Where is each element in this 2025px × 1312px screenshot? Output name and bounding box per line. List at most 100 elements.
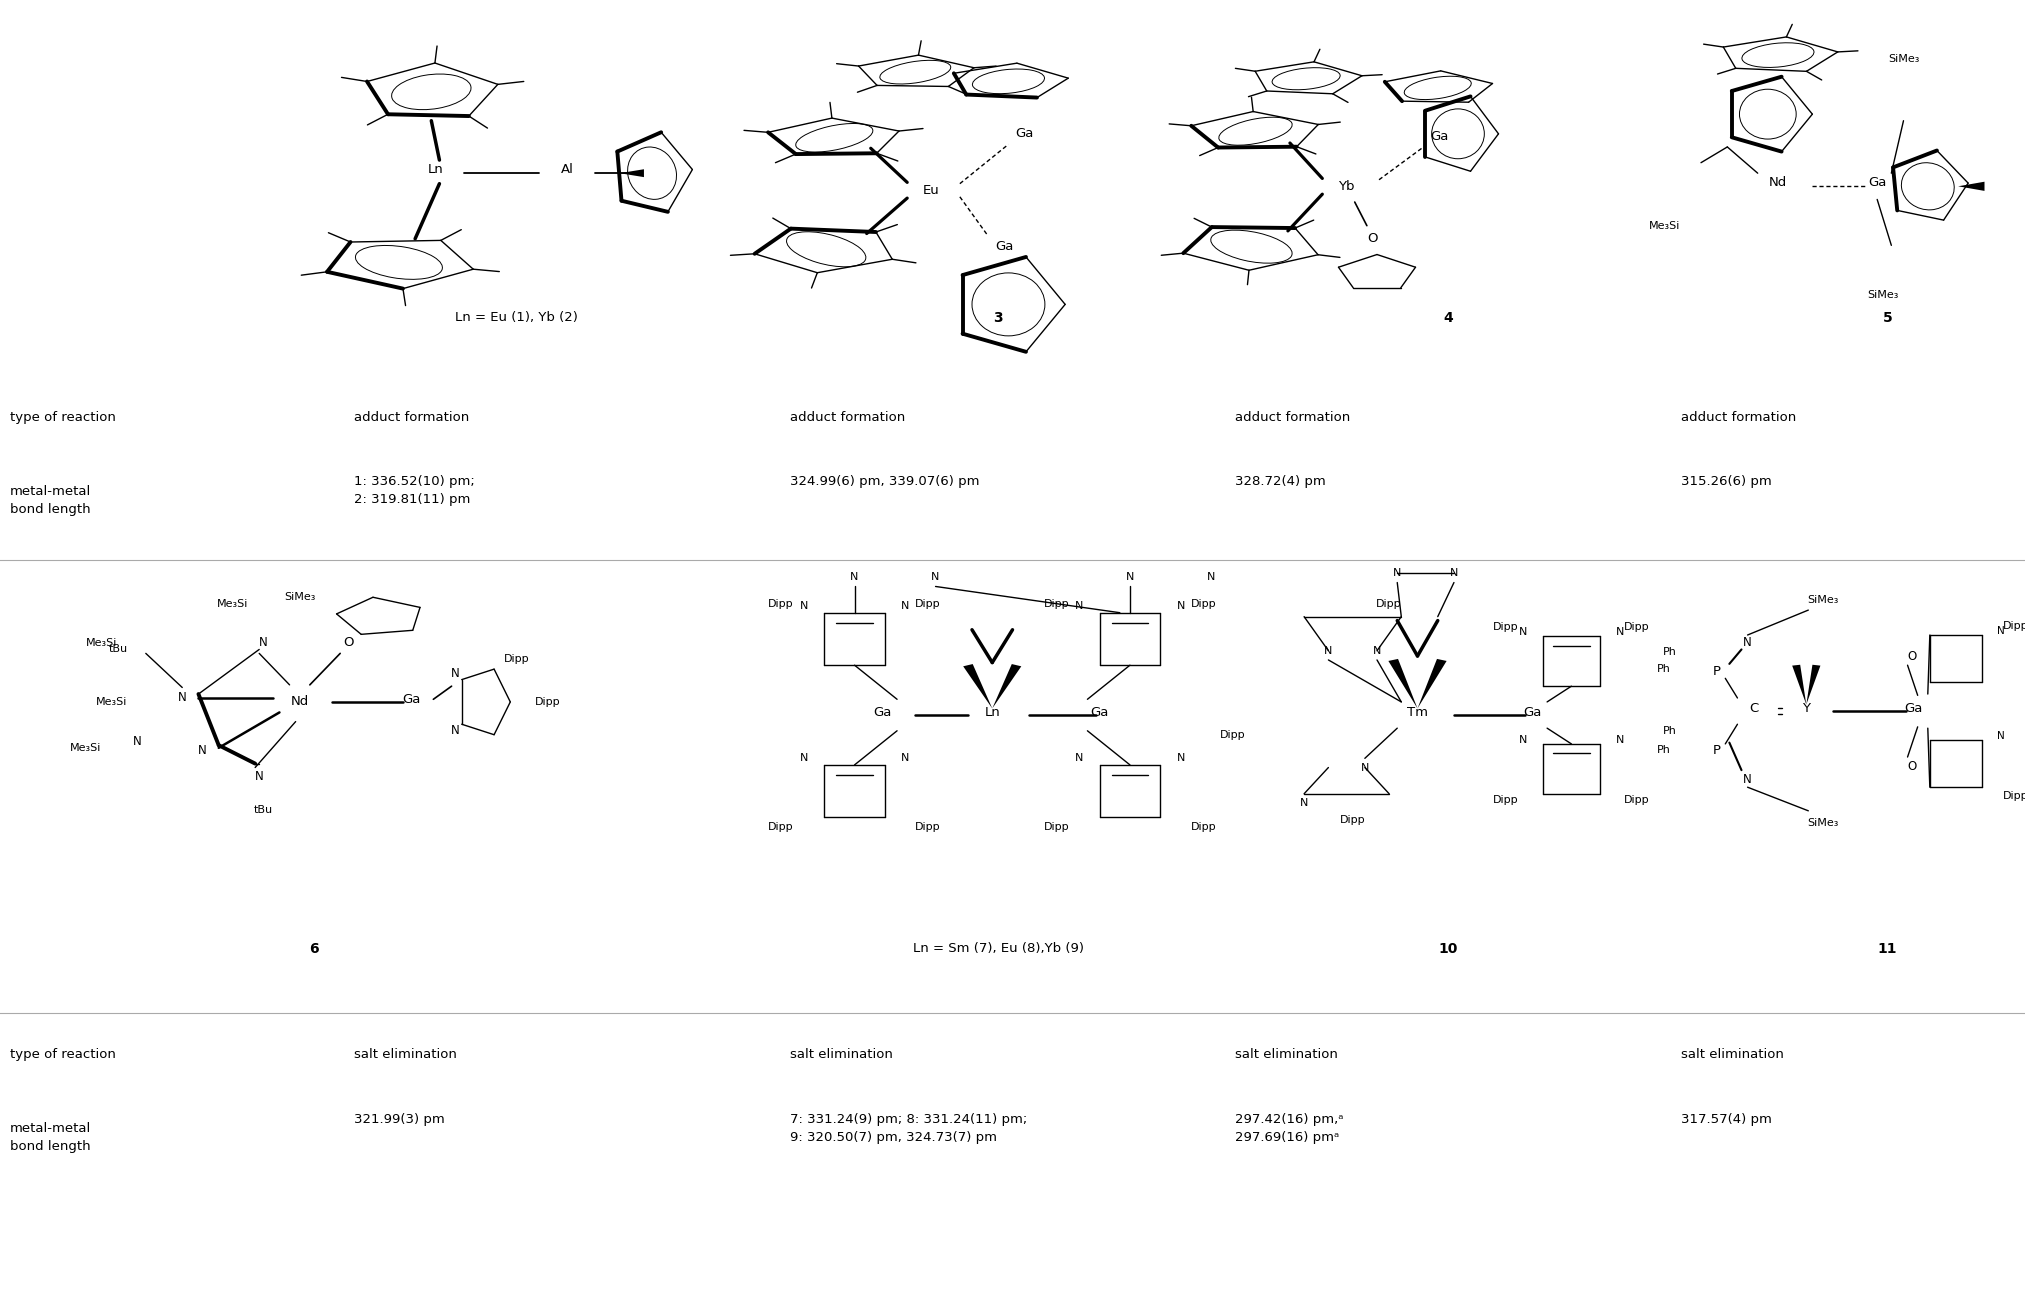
- Text: Me₃Si: Me₃Si: [71, 743, 101, 753]
- Text: 321.99(3) pm: 321.99(3) pm: [354, 1113, 446, 1126]
- Polygon shape: [1792, 665, 1806, 705]
- Text: O: O: [1367, 232, 1379, 245]
- Text: salt elimination: salt elimination: [354, 1048, 458, 1061]
- Text: Dipp: Dipp: [1624, 795, 1650, 806]
- Text: Ph: Ph: [1663, 647, 1677, 657]
- Text: Ga: Ga: [401, 693, 421, 706]
- Text: N: N: [1616, 627, 1624, 638]
- Text: O: O: [342, 636, 354, 649]
- Text: Dipp: Dipp: [1375, 598, 1401, 609]
- Polygon shape: [1958, 181, 1984, 190]
- Text: N: N: [1075, 601, 1083, 611]
- Polygon shape: [1806, 665, 1820, 705]
- Text: adduct formation: adduct formation: [1235, 411, 1351, 424]
- Text: type of reaction: type of reaction: [10, 411, 115, 424]
- Text: 1: 336.52(10) pm;
2: 319.81(11) pm: 1: 336.52(10) pm; 2: 319.81(11) pm: [354, 475, 476, 506]
- Text: Dipp: Dipp: [1492, 622, 1519, 632]
- Text: SiMe₃: SiMe₃: [1806, 594, 1839, 605]
- Text: metal-metal
bond length: metal-metal bond length: [10, 1122, 91, 1153]
- Text: 10: 10: [1438, 942, 1458, 955]
- Text: N: N: [1300, 798, 1308, 808]
- Text: N: N: [932, 572, 940, 583]
- Text: adduct formation: adduct formation: [790, 411, 905, 424]
- Polygon shape: [1418, 659, 1446, 708]
- Text: Me₃Si: Me₃Si: [87, 638, 117, 648]
- Text: N: N: [1075, 753, 1083, 764]
- Text: type of reaction: type of reaction: [10, 1048, 115, 1061]
- Text: Ln: Ln: [427, 163, 443, 176]
- Text: Al: Al: [561, 163, 573, 176]
- Text: N: N: [1616, 735, 1624, 745]
- Text: SiMe₃: SiMe₃: [284, 592, 316, 602]
- Text: N: N: [1177, 753, 1185, 764]
- Text: Dipp: Dipp: [535, 697, 561, 707]
- Text: N: N: [1519, 627, 1527, 638]
- Polygon shape: [620, 169, 644, 177]
- Text: salt elimination: salt elimination: [1235, 1048, 1339, 1061]
- Text: O: O: [1908, 649, 1916, 663]
- Text: 5: 5: [1883, 311, 1891, 324]
- Text: Nd: Nd: [290, 695, 310, 708]
- Text: Dipp: Dipp: [915, 821, 942, 832]
- Text: Me₃Si: Me₃Si: [1650, 220, 1681, 231]
- Text: 324.99(6) pm, 339.07(6) pm: 324.99(6) pm, 339.07(6) pm: [790, 475, 980, 488]
- Text: Dipp: Dipp: [1341, 815, 1365, 825]
- Text: Nd: Nd: [1768, 176, 1788, 189]
- Text: Dipp: Dipp: [2003, 791, 2025, 802]
- Text: N: N: [1744, 773, 1752, 786]
- Text: Dipp: Dipp: [915, 598, 942, 609]
- Text: N: N: [1324, 646, 1332, 656]
- Text: O: O: [1908, 760, 1916, 773]
- Text: Dipp: Dipp: [1043, 598, 1069, 609]
- Text: salt elimination: salt elimination: [790, 1048, 893, 1061]
- Text: 317.57(4) pm: 317.57(4) pm: [1681, 1113, 1772, 1126]
- Polygon shape: [992, 664, 1021, 708]
- Text: 297.42(16) pm,ᵃ
297.69(16) pmᵃ: 297.42(16) pm,ᵃ 297.69(16) pmᵃ: [1235, 1113, 1345, 1144]
- Text: Ga: Ga: [1089, 706, 1110, 719]
- Text: N: N: [850, 572, 859, 583]
- Text: adduct formation: adduct formation: [354, 411, 470, 424]
- Text: 3: 3: [994, 311, 1002, 324]
- Text: Dipp: Dipp: [1191, 598, 1217, 609]
- Text: N: N: [1519, 735, 1527, 745]
- Text: Ga: Ga: [1867, 176, 1887, 189]
- Text: 6: 6: [310, 942, 318, 955]
- Text: Dipp: Dipp: [2003, 621, 2025, 631]
- Text: N: N: [178, 691, 186, 705]
- Text: Ph: Ph: [1656, 745, 1671, 756]
- Text: Ln = Sm (7), Eu (8),Yb (9): Ln = Sm (7), Eu (8),Yb (9): [913, 942, 1083, 955]
- Text: 7: 331.24(9) pm; 8: 331.24(11) pm;
9: 320.50(7) pm, 324.73(7) pm: 7: 331.24(9) pm; 8: 331.24(11) pm; 9: 32…: [790, 1113, 1027, 1144]
- Text: P: P: [1713, 744, 1721, 757]
- Text: N: N: [255, 770, 263, 783]
- Text: N: N: [1450, 568, 1458, 579]
- Text: N: N: [800, 753, 808, 764]
- Text: N: N: [1177, 601, 1185, 611]
- Text: SiMe₃: SiMe₃: [1887, 54, 1920, 64]
- Text: Me₃Si: Me₃Si: [217, 598, 249, 609]
- Text: Me₃Si: Me₃Si: [97, 697, 128, 707]
- Text: N: N: [1373, 646, 1381, 656]
- Text: N: N: [259, 636, 267, 649]
- Text: Ga: Ga: [1430, 130, 1450, 143]
- Text: Tm: Tm: [1407, 706, 1428, 719]
- Text: Dipp: Dipp: [1624, 622, 1650, 632]
- Text: N: N: [134, 735, 142, 748]
- Text: Dipp: Dipp: [1492, 795, 1519, 806]
- Text: N: N: [1361, 762, 1369, 773]
- Text: N: N: [800, 601, 808, 611]
- Text: N: N: [1207, 572, 1215, 583]
- Text: N: N: [1997, 731, 2005, 741]
- Text: N: N: [452, 724, 460, 737]
- Text: N: N: [901, 753, 909, 764]
- Text: tBu: tBu: [253, 804, 273, 815]
- Text: N: N: [901, 601, 909, 611]
- Text: Dipp: Dipp: [504, 653, 529, 664]
- Text: Eu: Eu: [923, 184, 940, 197]
- Text: C: C: [1750, 702, 1758, 715]
- Text: Dipp: Dipp: [1191, 821, 1217, 832]
- Text: Y: Y: [1802, 702, 1810, 715]
- Text: Ga: Ga: [1015, 127, 1035, 140]
- Text: Ln = Eu (1), Yb (2): Ln = Eu (1), Yb (2): [456, 311, 577, 324]
- Text: N: N: [1393, 568, 1401, 579]
- Text: Dipp: Dipp: [767, 598, 794, 609]
